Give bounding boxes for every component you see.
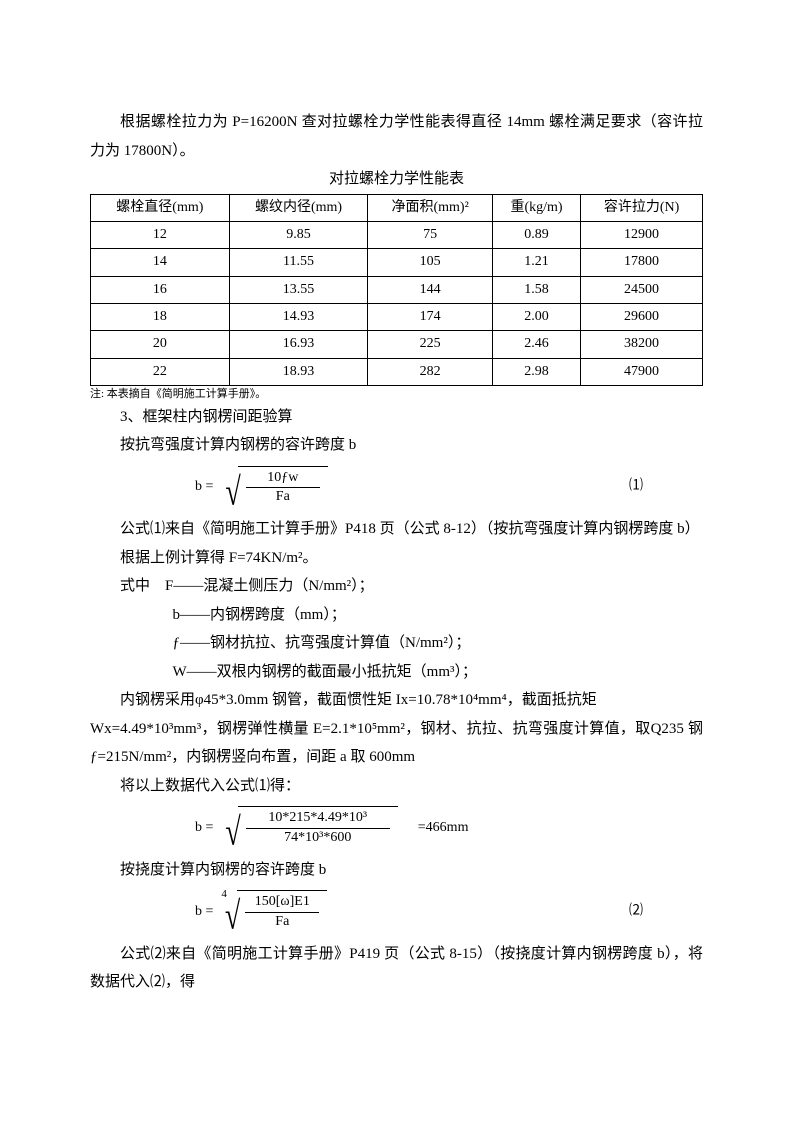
- table-cell: 22: [91, 358, 230, 385]
- table-cell: 225: [368, 331, 493, 358]
- section-3-p4b: Wx=4.49*10³mm³，钢楞弹性横量 E=2.1*10⁵mm²，钢材、抗拉…: [90, 715, 703, 772]
- table-cell: 75: [368, 221, 493, 248]
- formula-1-numerator: 10ƒw: [246, 467, 320, 489]
- table-cell: 18.93: [229, 358, 368, 385]
- table-cell: 11.55: [229, 249, 368, 276]
- formula-2-lhs: b =: [195, 820, 213, 837]
- formula-1-denominator: Fa: [246, 488, 320, 509]
- vars-intro: 式中 F——混凝土侧压力（N/mm²）；: [90, 572, 703, 601]
- formula-1-number: ⑴: [629, 479, 643, 496]
- table-cell: 14.93: [229, 304, 368, 331]
- intro-paragraph: 根据螺栓拉力为 P=16200N 查对拉螺栓力学性能表得直径 14mm 螺栓满足…: [90, 108, 703, 165]
- table-cell: 1.21: [492, 249, 580, 276]
- table-row: 1411.551051.2117800: [91, 249, 703, 276]
- formula-1: b = √ 10ƒw Fa ⑴: [195, 460, 703, 516]
- formula-3-number: ⑵: [629, 904, 643, 921]
- formula-2-result: =466mm: [418, 820, 469, 837]
- table-header-row: 螺栓直径(mm) 螺纹内径(mm) 净面积(mm)² 重(kg/m) 容许拉力(…: [91, 194, 703, 221]
- table-row: 1613.551441.5824500: [91, 276, 703, 303]
- table-cell: 144: [368, 276, 493, 303]
- col-weight: 重(kg/m): [492, 194, 580, 221]
- formula-3-denominator: Fa: [245, 913, 319, 934]
- formula-2-numerator: 10*215*4.49*10³: [246, 807, 390, 829]
- table-cell: 2.98: [492, 358, 580, 385]
- table-cell: 12900: [581, 221, 703, 248]
- table-cell: 14: [91, 249, 230, 276]
- table-footnote: 注: 本表摘自《简明施工计算手册》。: [90, 386, 703, 402]
- table-row: 2218.932822.9847900: [91, 358, 703, 385]
- formula-1-lhs: b =: [195, 479, 213, 496]
- section-3-p2: 公式⑴来自《简明施工计算手册》P418 页（公式 8-12）（按抗弯强度计算内钢…: [90, 515, 703, 544]
- table-row: 2016.932252.4638200: [91, 331, 703, 358]
- section-3-p1: 按抗弯强度计算内钢楞的容许跨度 b: [90, 431, 703, 460]
- formula-3-lhs: b =: [195, 904, 213, 921]
- table-cell: 29600: [581, 304, 703, 331]
- table-cell: 24500: [581, 276, 703, 303]
- col-net-area: 净面积(mm)²: [368, 194, 493, 221]
- col-thread-inner: 螺纹内径(mm): [229, 194, 368, 221]
- table-title: 对拉螺栓力学性能表: [90, 165, 703, 194]
- formula-3-numerator: 150[ω]E1: [245, 891, 319, 913]
- section-3-p3: 根据上例计算得 F=74KN/m²。: [90, 544, 703, 573]
- table-cell: 47900: [581, 358, 703, 385]
- formula-3: b = 4 √ 150[ω]E1 Fa ⑵: [195, 884, 703, 940]
- table-row: 129.85750.8912900: [91, 221, 703, 248]
- table-cell: 12: [91, 221, 230, 248]
- table-cell: 38200: [581, 331, 703, 358]
- table-cell: 2.00: [492, 304, 580, 331]
- table-row: 1814.931742.0029600: [91, 304, 703, 331]
- col-allow-tension: 容许拉力(N): [581, 194, 703, 221]
- bolt-properties-table: 螺栓直径(mm) 螺纹内径(mm) 净面积(mm)² 重(kg/m) 容许拉力(…: [90, 194, 703, 387]
- section-3-p5: 将以上数据代入公式⑴得：: [90, 772, 703, 801]
- table-cell: 9.85: [229, 221, 368, 248]
- formula-2-denominator: 74*10³*600: [246, 829, 390, 850]
- table-cell: 2.46: [492, 331, 580, 358]
- variable-definition: W——双根内钢楞的截面最小抵抗矩（mm³）；: [90, 658, 703, 687]
- section-3-p6: 按挠度计算内钢楞的容许跨度 b: [90, 856, 703, 885]
- formula-2: b = √ 10*215*4.49*10³ 74*10³*600 =466mm: [195, 800, 703, 856]
- table-cell: 20: [91, 331, 230, 358]
- table-cell: 13.55: [229, 276, 368, 303]
- variable-definition: b——内钢楞跨度（mm）；: [90, 601, 703, 630]
- table-cell: 16: [91, 276, 230, 303]
- table-cell: 0.89: [492, 221, 580, 248]
- section-3-p7: 公式⑵来自《简明施工计算手册》P419 页（公式 8-15）（按挠度计算内钢楞跨…: [90, 940, 703, 997]
- section-3-title: 3、框架柱内钢楞间距验算: [90, 403, 703, 432]
- variable-definition: ƒ——钢材抗拉、抗弯强度计算值（N/mm²）；: [90, 629, 703, 658]
- table-cell: 1.58: [492, 276, 580, 303]
- table-cell: 18: [91, 304, 230, 331]
- section-3-p4a: 内钢楞采用φ45*3.0mm 钢管，截面惯性矩 Ix=10.78*10⁴mm⁴，…: [90, 686, 703, 715]
- table-cell: 282: [368, 358, 493, 385]
- table-cell: 174: [368, 304, 493, 331]
- table-cell: 16.93: [229, 331, 368, 358]
- table-cell: 17800: [581, 249, 703, 276]
- table-cell: 105: [368, 249, 493, 276]
- col-diameter: 螺栓直径(mm): [91, 194, 230, 221]
